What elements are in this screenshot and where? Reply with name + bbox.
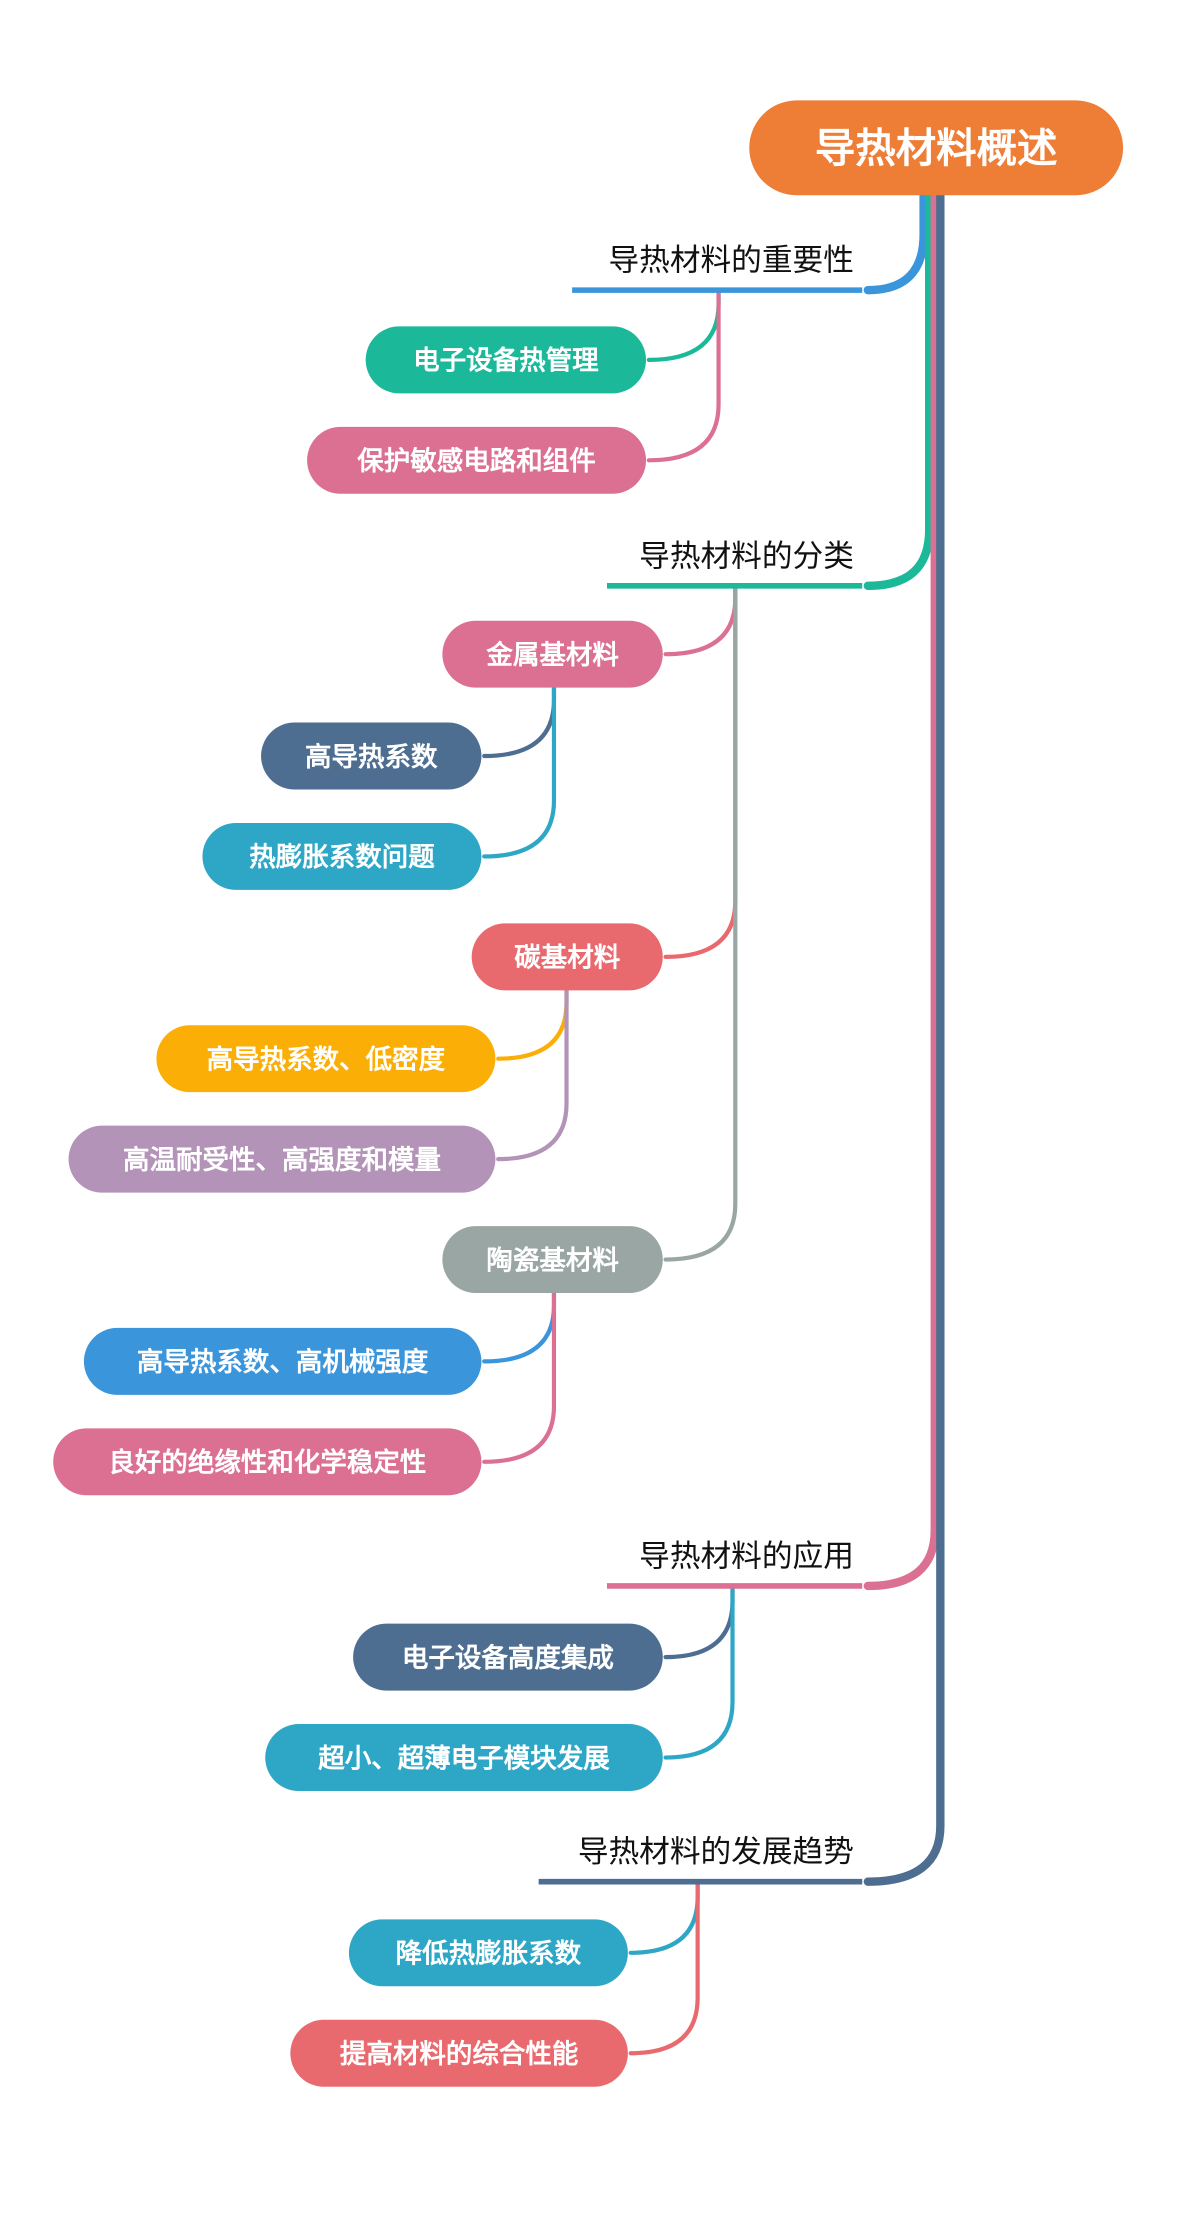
node-shape	[53, 1428, 482, 1496]
connector-root-branch	[863, 191, 945, 1886]
connector-branch-child	[663, 1583, 735, 1660]
node-shape	[261, 722, 482, 790]
node-shape	[348, 1919, 628, 1987]
node-shape	[471, 923, 663, 991]
connector-root-branch	[863, 191, 939, 1591]
connector-root-branch	[863, 191, 928, 295]
node-shape	[290, 2019, 628, 2087]
branch-topic[interactable]: 导热材料的重要性	[572, 244, 863, 293]
subtopic-node[interactable]: 提高材料的综合性能	[290, 2019, 628, 2087]
connector-root-branch	[863, 191, 934, 591]
node-shape	[442, 620, 663, 688]
node-shape	[83, 1327, 482, 1395]
node-shape	[68, 1125, 496, 1193]
subtopic-node[interactable]: 电子设备热管理	[365, 326, 647, 394]
node-label: 电子设备高度集成	[402, 1643, 614, 1674]
node-label: 高导热系数、高机械强度	[137, 1347, 429, 1378]
node-label: 高温耐受性、高强度和模量	[123, 1145, 441, 1176]
connector-branch-child	[646, 288, 721, 463]
node-label: 提高材料的综合性能	[340, 2039, 579, 2070]
node-shape	[353, 1623, 663, 1691]
branch-topic[interactable]: 导热材料的应用	[606, 1539, 863, 1589]
node-label: 电子设备热管理	[413, 346, 599, 377]
node-shape	[265, 1724, 663, 1792]
leaf-node[interactable]: 高导热系数、低密度	[156, 1025, 496, 1093]
root-node[interactable]: 导热材料概述	[749, 100, 1124, 196]
subtopic-node[interactable]: 碳基材料	[471, 923, 663, 991]
node-label: 降低热膨胀系数	[396, 1939, 582, 1970]
node-label: 碳基材料	[514, 943, 620, 974]
subtopic-node[interactable]: 保护敏感电路和组件	[307, 426, 647, 494]
node-label: 保护敏感电路和组件	[356, 446, 595, 477]
connector-child-leaf	[482, 685, 557, 759]
subtopic-node[interactable]: 金属基材料	[442, 620, 663, 688]
subtopic-node[interactable]: 降低热膨胀系数	[348, 1919, 628, 1987]
connector-child-leaf	[496, 988, 569, 1061]
branch-topic[interactable]: 导热材料的分类	[606, 539, 863, 589]
node-shape	[442, 1226, 663, 1294]
node-shape	[202, 822, 482, 890]
node-shape	[307, 426, 647, 494]
branch-topic[interactable]: 导热材料的发展趋势	[538, 1835, 863, 1885]
node-label: 超小、超薄电子模块发展	[318, 1743, 610, 1774]
connector-child-leaf	[482, 1290, 557, 1464]
connector-branch-child	[628, 1879, 700, 1955]
connector-branch-child	[663, 583, 738, 959]
leaf-node[interactable]: 热膨胀系数问题	[202, 822, 482, 890]
leaf-node[interactable]: 高导热系数、高机械强度	[83, 1327, 482, 1395]
topic-label: 导热材料的应用	[639, 1539, 854, 1574]
subtopic-node[interactable]: 陶瓷基材料	[442, 1226, 663, 1294]
connector-branch-child	[663, 583, 738, 657]
connector-child-leaf	[482, 685, 557, 859]
topic-label: 导热材料的发展趋势	[578, 1835, 854, 1870]
connector-child-leaf	[482, 1290, 557, 1364]
node-label: 高导热系数、低密度	[207, 1044, 446, 1075]
node-shape	[365, 326, 647, 394]
node-label: 陶瓷基材料	[486, 1245, 619, 1276]
connector-branch-child	[628, 1879, 700, 2056]
connector-child-leaf	[496, 988, 569, 1162]
node-label: 良好的绝缘性和化学稳定性	[108, 1448, 426, 1479]
root-label: 导热材料概述	[815, 124, 1058, 172]
leaf-node[interactable]: 高温耐受性、高强度和模量	[68, 1125, 496, 1193]
topic-label: 导热材料的重要性	[608, 244, 853, 279]
node-label: 高导热系数	[305, 742, 438, 773]
node-shape	[156, 1025, 496, 1093]
topic-label: 导热材料的分类	[639, 539, 854, 574]
subtopic-node[interactable]: 电子设备高度集成	[353, 1623, 663, 1691]
nodes: 导热材料概述导热材料的重要性电子设备热管理保护敏感电路和组件导热材料的分类金属基…	[53, 100, 1124, 2087]
connector-branch-child	[663, 1583, 735, 1760]
connector-branch-child	[663, 583, 738, 1262]
connector-branch-child	[646, 288, 721, 362]
connectors	[482, 191, 945, 2056]
subtopic-node[interactable]: 超小、超薄电子模块发展	[265, 1724, 663, 1792]
leaf-node[interactable]: 良好的绝缘性和化学稳定性	[53, 1428, 482, 1496]
node-label: 热膨胀系数问题	[249, 842, 435, 873]
root-shape	[749, 100, 1124, 196]
leaf-node[interactable]: 高导热系数	[261, 722, 482, 790]
node-label: 金属基材料	[485, 640, 619, 671]
